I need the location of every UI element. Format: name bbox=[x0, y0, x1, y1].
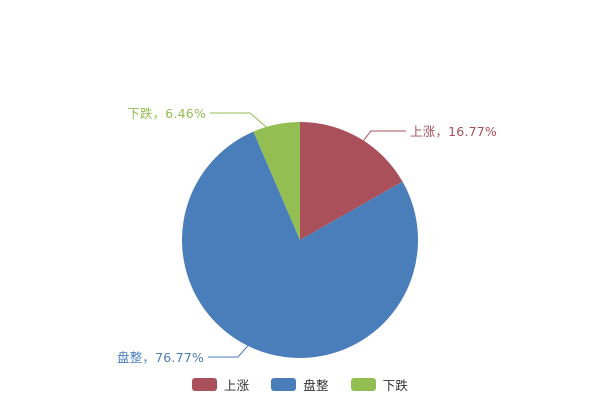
pie-label-xiadie: 下跌，6.46% bbox=[127, 106, 206, 121]
legend-item-label: 下跌 bbox=[382, 378, 409, 393]
chart-legend: 上涨 盘整 下跌 bbox=[0, 375, 600, 394]
legend-swatch-icon bbox=[191, 378, 217, 391]
pie-slice-shangzhang[interactable] bbox=[300, 122, 403, 240]
legend-item-xiadie[interactable]: 下跌 bbox=[350, 375, 409, 394]
pie-slice-xiadie[interactable] bbox=[253, 122, 300, 240]
pie-slice-panzheng[interactable] bbox=[182, 131, 419, 359]
pie-label-shangzhang: 上涨，16.77% bbox=[410, 124, 497, 139]
legend-item-shangzhang[interactable]: 上涨 bbox=[191, 375, 250, 394]
leader-lines bbox=[208, 112, 406, 358]
leader-line-panzheng bbox=[208, 339, 254, 358]
pie-label-panzheng: 盘整，76.77% bbox=[117, 350, 204, 365]
pie-slices bbox=[182, 122, 419, 359]
legend-item-label: 盘整 bbox=[303, 378, 329, 393]
legend-swatch-icon bbox=[271, 378, 297, 391]
legend-item-label: 上涨 bbox=[223, 378, 250, 393]
legend-item-panzheng[interactable]: 盘整 bbox=[271, 375, 328, 394]
leader-line-xiadie bbox=[210, 112, 273, 133]
legend-swatch-icon bbox=[350, 378, 376, 391]
leader-line-shangzhang bbox=[345, 130, 406, 164]
